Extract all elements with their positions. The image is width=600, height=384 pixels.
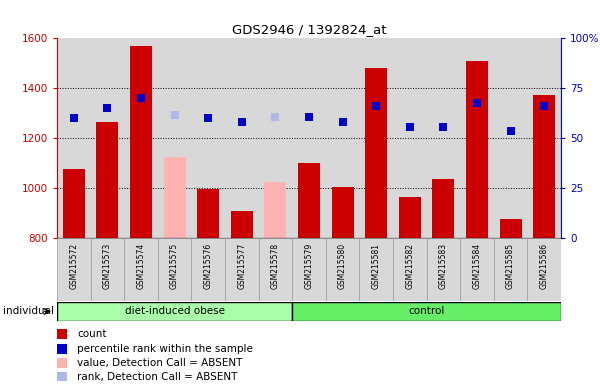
Bar — [533, 94, 555, 238]
Point — [338, 119, 347, 125]
Text: GSM215578: GSM215578 — [271, 243, 280, 289]
Text: diet-induced obese: diet-induced obese — [125, 306, 224, 316]
Bar — [57, 302, 292, 321]
Title: GDS2946 / 1392824_at: GDS2946 / 1392824_at — [232, 23, 386, 36]
Point — [371, 103, 381, 109]
Bar — [500, 219, 521, 238]
Bar — [265, 182, 286, 238]
Bar — [231, 210, 253, 238]
Point — [539, 103, 549, 109]
Bar — [197, 189, 219, 238]
Text: GSM215572: GSM215572 — [70, 243, 78, 289]
Bar — [427, 238, 460, 301]
Text: GSM215573: GSM215573 — [103, 243, 112, 290]
Point — [57, 346, 67, 352]
Bar — [460, 238, 494, 301]
Bar — [365, 68, 387, 238]
Bar — [298, 163, 320, 238]
Point — [69, 115, 79, 121]
Bar — [292, 238, 326, 301]
Bar — [433, 179, 454, 238]
Text: percentile rank within the sample: percentile rank within the sample — [77, 344, 253, 354]
Bar — [63, 169, 85, 238]
Point — [103, 105, 112, 111]
Point — [304, 114, 314, 120]
Text: GSM215585: GSM215585 — [506, 243, 515, 289]
Point — [472, 100, 482, 106]
Point — [136, 95, 146, 101]
Text: count: count — [77, 329, 107, 339]
Bar — [97, 122, 118, 238]
Text: GSM215584: GSM215584 — [473, 243, 482, 289]
Text: GSM215579: GSM215579 — [305, 243, 314, 290]
Bar — [494, 238, 527, 301]
Point — [57, 360, 67, 366]
Point — [506, 127, 515, 134]
Bar — [393, 238, 427, 301]
Bar — [332, 187, 353, 238]
Text: GSM215575: GSM215575 — [170, 243, 179, 290]
Text: GSM215576: GSM215576 — [204, 243, 212, 290]
Point — [57, 331, 67, 338]
Bar — [527, 238, 561, 301]
Bar — [164, 157, 185, 238]
Point — [439, 124, 448, 130]
Point — [237, 119, 247, 125]
Point — [57, 374, 67, 381]
Bar — [326, 238, 359, 301]
Text: GSM215581: GSM215581 — [372, 243, 381, 289]
Bar — [292, 302, 561, 321]
Text: individual: individual — [3, 306, 54, 316]
Text: GSM215580: GSM215580 — [338, 243, 347, 289]
Point — [203, 115, 213, 121]
Bar — [124, 238, 158, 301]
Bar — [158, 238, 191, 301]
Text: rank, Detection Call = ABSENT: rank, Detection Call = ABSENT — [77, 372, 238, 382]
Text: GSM215574: GSM215574 — [137, 243, 146, 290]
Point — [170, 111, 179, 118]
Bar — [359, 238, 393, 301]
Text: GSM215583: GSM215583 — [439, 243, 448, 289]
Text: value, Detection Call = ABSENT: value, Detection Call = ABSENT — [77, 358, 242, 368]
Bar — [191, 238, 225, 301]
Bar — [130, 46, 152, 238]
Bar — [225, 238, 259, 301]
Text: GSM215577: GSM215577 — [238, 243, 247, 290]
Point — [405, 124, 415, 130]
Point — [271, 114, 280, 120]
Bar — [91, 238, 124, 301]
Bar — [399, 197, 421, 238]
Bar — [57, 238, 91, 301]
Text: control: control — [409, 306, 445, 316]
Text: GSM215586: GSM215586 — [540, 243, 549, 289]
Bar — [259, 238, 292, 301]
Bar — [466, 61, 488, 238]
Text: GSM215582: GSM215582 — [406, 243, 415, 289]
